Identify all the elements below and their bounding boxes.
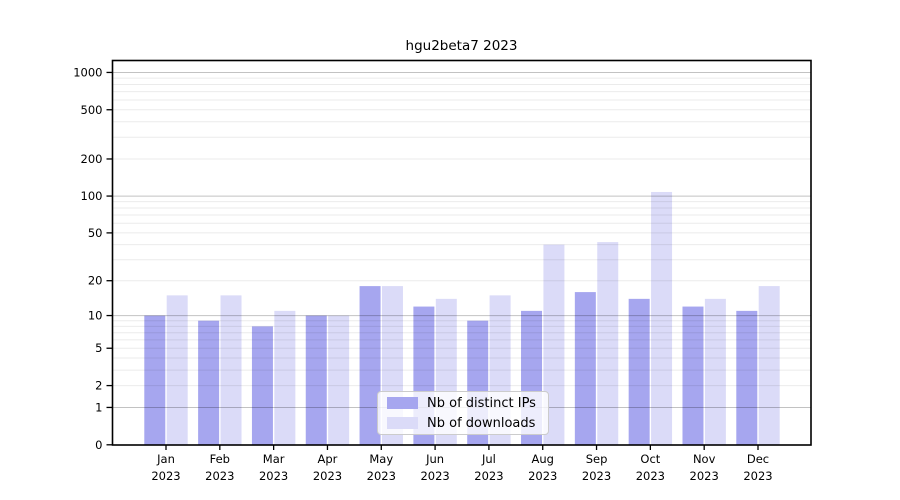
x-tick-label-year: 2023	[743, 469, 772, 483]
legend-entry-downloads: Nb of downloads	[387, 416, 536, 431]
bar-distinct-ips-mar	[251, 326, 273, 445]
bar-distinct-ips-dec	[736, 310, 758, 445]
bar-downloads-mar	[274, 310, 296, 445]
x-tick-label-month: Apr	[318, 452, 338, 466]
y-tick-label-20: 20	[88, 274, 103, 288]
legend-label-downloads: Nb of downloads	[427, 415, 536, 431]
x-tick-label-year: 2023	[259, 469, 288, 483]
bar-downloads-apr	[328, 315, 350, 445]
bar-distinct-ips-apr	[305, 315, 327, 445]
plot-frame	[111, 59, 812, 446]
bar-downloads-dec	[758, 286, 780, 445]
x-tick-label-month: Sep	[586, 452, 608, 466]
x-tick-label-year: 2023	[636, 469, 665, 483]
bar-downloads-sep	[597, 242, 619, 445]
x-tick-label-year: 2023	[313, 469, 342, 483]
legend-label-distinct-ips: Nb of distinct IPs	[427, 395, 536, 411]
y-tick-label-2: 2	[95, 379, 102, 393]
legend-entry-distinct-ips: Nb of distinct IPs	[387, 396, 536, 411]
legend-swatch-downloads	[387, 417, 418, 429]
y-tick-label-10: 10	[88, 309, 103, 323]
bar-distinct-ips-nov	[682, 306, 704, 445]
bar-distinct-ips-feb	[198, 320, 220, 445]
x-tick-label-year: 2023	[151, 469, 180, 483]
x-tick-label-month: Oct	[640, 452, 660, 466]
legend-swatch-distinct-ips	[387, 397, 418, 409]
x-tick-label-year: 2023	[582, 469, 611, 483]
y-tick-label-200: 200	[81, 152, 103, 166]
y-tick-label-5: 5	[95, 341, 102, 355]
y-tick-label-500: 500	[81, 103, 103, 117]
bar-downloads-jan	[166, 295, 188, 445]
x-tick-label-month: Jul	[481, 452, 496, 466]
bar-downloads-oct	[651, 191, 673, 445]
y-tick-label-0: 0	[95, 438, 102, 452]
x-tick-label-month: Dec	[747, 452, 769, 466]
x-tick-label-month: Jan	[156, 452, 175, 466]
x-tick-label-year: 2023	[367, 469, 396, 483]
x-tick-label-year: 2023	[205, 469, 234, 483]
x-tick-label-month: May	[369, 452, 393, 466]
y-tick-label-1: 1	[95, 400, 102, 414]
x-tick-label-month: Nov	[693, 452, 716, 466]
bar-distinct-ips-jan	[144, 315, 166, 445]
y-tick-label-1000: 1000	[73, 65, 102, 79]
bar-distinct-ips-sep	[574, 292, 596, 445]
bar-distinct-ips-oct	[628, 298, 650, 445]
y-tick-label-100: 100	[81, 189, 103, 203]
x-tick-label-month: Mar	[263, 452, 285, 466]
y-tick-label-50: 50	[88, 226, 103, 240]
bar-downloads-nov	[704, 298, 726, 445]
x-tick-label-month: Aug	[531, 452, 553, 466]
x-tick-label-month: Jun	[425, 452, 444, 466]
x-tick-label-year: 2023	[528, 469, 557, 483]
x-tick-label-month: Feb	[210, 452, 230, 466]
x-tick-label-year: 2023	[690, 469, 719, 483]
legend: Nb of distinct IPs Nb of downloads	[377, 391, 549, 435]
x-tick-label-year: 2023	[474, 469, 503, 483]
chart-title: hgu2beta7 2023	[405, 38, 518, 54]
x-tick-label-year: 2023	[420, 469, 449, 483]
bar-downloads-feb	[220, 295, 242, 445]
bar-distinct-ips-may	[359, 286, 381, 445]
